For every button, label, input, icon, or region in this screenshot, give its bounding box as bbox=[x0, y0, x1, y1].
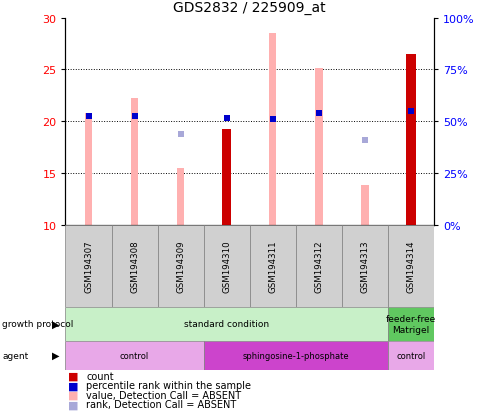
Text: agent: agent bbox=[2, 351, 29, 360]
Bar bbox=[111, 225, 157, 308]
Text: ■: ■ bbox=[68, 380, 78, 390]
Text: GSM194307: GSM194307 bbox=[84, 240, 93, 293]
Text: control: control bbox=[395, 351, 425, 360]
Text: GSM194309: GSM194309 bbox=[176, 240, 185, 292]
Text: ■: ■ bbox=[68, 390, 78, 400]
Text: GSM194308: GSM194308 bbox=[130, 240, 139, 293]
Text: rank, Detection Call = ABSENT: rank, Detection Call = ABSENT bbox=[86, 399, 236, 409]
Bar bbox=[65, 225, 111, 308]
Text: percentile rank within the sample: percentile rank within the sample bbox=[86, 380, 251, 390]
Text: GSM194311: GSM194311 bbox=[268, 240, 277, 293]
Text: ▶: ▶ bbox=[52, 350, 60, 360]
Text: value, Detection Call = ABSENT: value, Detection Call = ABSENT bbox=[86, 390, 241, 400]
Title: GDS2832 / 225909_at: GDS2832 / 225909_at bbox=[173, 1, 325, 15]
Text: feeder-free
Matrigel: feeder-free Matrigel bbox=[385, 315, 435, 334]
Bar bbox=[341, 225, 387, 308]
Text: growth protocol: growth protocol bbox=[2, 320, 74, 329]
Bar bbox=[131, 99, 138, 225]
Bar bbox=[203, 225, 249, 308]
Text: GSM194310: GSM194310 bbox=[222, 240, 231, 293]
Text: count: count bbox=[86, 371, 114, 381]
Bar bbox=[387, 341, 433, 370]
Bar bbox=[222, 130, 231, 225]
Bar bbox=[157, 225, 203, 308]
Bar bbox=[249, 225, 295, 308]
Text: ■: ■ bbox=[68, 399, 78, 409]
Bar bbox=[85, 114, 92, 225]
Text: standard condition: standard condition bbox=[184, 320, 269, 329]
Text: ■: ■ bbox=[68, 371, 78, 381]
Text: GSM194313: GSM194313 bbox=[360, 240, 369, 293]
Bar bbox=[295, 225, 341, 308]
Bar bbox=[269, 34, 276, 225]
Text: GSM194314: GSM194314 bbox=[406, 240, 415, 293]
Bar bbox=[203, 341, 387, 370]
Text: GSM194312: GSM194312 bbox=[314, 240, 323, 293]
Bar bbox=[177, 168, 184, 225]
Bar bbox=[65, 308, 387, 341]
Text: ▶: ▶ bbox=[52, 319, 60, 329]
Bar bbox=[387, 225, 433, 308]
Text: control: control bbox=[120, 351, 149, 360]
Text: sphingosine-1-phosphate: sphingosine-1-phosphate bbox=[242, 351, 348, 360]
Bar bbox=[361, 186, 368, 225]
Bar bbox=[387, 308, 433, 341]
Bar bbox=[315, 69, 322, 225]
Bar bbox=[406, 55, 415, 225]
Bar bbox=[65, 341, 203, 370]
